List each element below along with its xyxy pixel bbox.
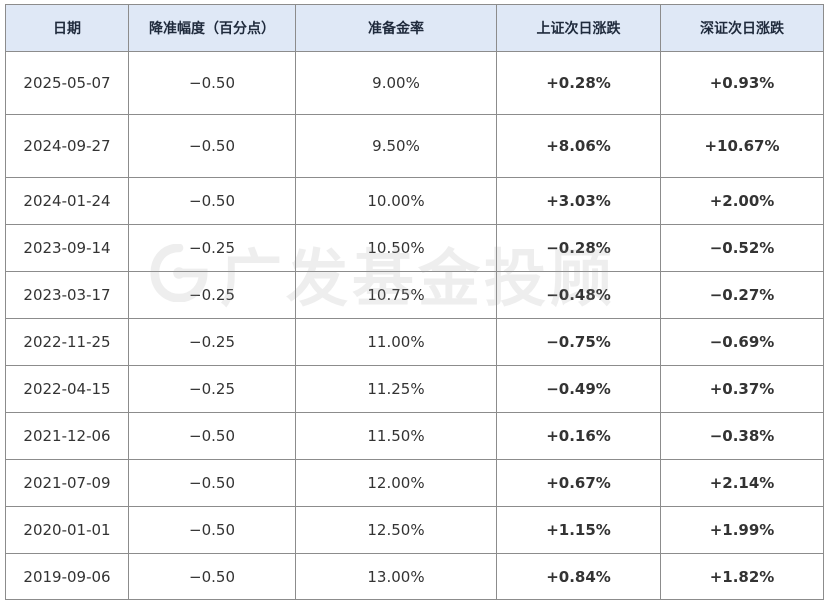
date-cell: 2021-12-06: [5, 412, 129, 460]
shanghai-change-cell: −0.49%: [496, 365, 661, 413]
table-row: 2023-03-17 −0.25 10.75% −0.48% −0.27%: [5, 271, 824, 319]
reserve-ratio-cell: 13.00%: [295, 553, 497, 600]
shanghai-change-cell: −0.75%: [496, 318, 661, 366]
reserve-ratio-cell: 9.00%: [295, 51, 497, 115]
table-header-row: 日期 降准幅度（百分点） 准备金率 上证次日涨跌 深证次日涨跌: [5, 4, 824, 52]
table-row: 2025-05-07 −0.50 9.00% +0.28% +0.93%: [5, 51, 824, 115]
reserve-ratio-cell: 11.25%: [295, 365, 497, 413]
table-row: 2022-11-25 −0.25 11.00% −0.75% −0.69%: [5, 318, 824, 366]
date-cell: 2024-09-27: [5, 114, 129, 178]
reserve-ratio-cell: 12.00%: [295, 459, 497, 507]
date-cell: 2019-09-06: [5, 553, 129, 600]
shenzhen-change-cell: +0.93%: [660, 51, 824, 115]
date-cell: 2023-09-14: [5, 224, 129, 272]
shenzhen-change-cell: −0.27%: [660, 271, 824, 319]
table-row: 2019-09-06 −0.50 13.00% +0.84% +1.82%: [5, 553, 824, 600]
reserve-ratio-cell: 11.00%: [295, 318, 497, 366]
cut-size-cell: −0.50: [128, 51, 296, 115]
table-row: 2021-07-09 −0.50 12.00% +0.67% +2.14%: [5, 459, 824, 507]
shenzhen-change-cell: +2.14%: [660, 459, 824, 507]
cut-size-cell: −0.50: [128, 412, 296, 460]
reserve-ratio-cell: 9.50%: [295, 114, 497, 178]
table-row: 2020-01-01 −0.50 12.50% +1.15% +1.99%: [5, 506, 824, 554]
date-cell: 2020-01-01: [5, 506, 129, 554]
cut-size-cell: −0.50: [128, 177, 296, 225]
cut-size-cell: −0.25: [128, 224, 296, 272]
col-header-cut-size: 降准幅度（百分点）: [128, 4, 296, 52]
shanghai-change-cell: +0.84%: [496, 553, 661, 600]
cut-size-cell: −0.50: [128, 553, 296, 600]
shenzhen-change-cell: −0.52%: [660, 224, 824, 272]
date-cell: 2022-11-25: [5, 318, 129, 366]
reserve-ratio-cell: 10.75%: [295, 271, 497, 319]
shenzhen-change-cell: +1.99%: [660, 506, 824, 554]
reserve-ratio-cell: 10.00%: [295, 177, 497, 225]
col-header-shanghai-next-day: 上证次日涨跌: [496, 4, 661, 52]
shenzhen-change-cell: +10.67%: [660, 114, 824, 178]
shenzhen-change-cell: −0.38%: [660, 412, 824, 460]
shanghai-change-cell: +0.67%: [496, 459, 661, 507]
shanghai-change-cell: +1.15%: [496, 506, 661, 554]
table-row: 2024-01-24 −0.50 10.00% +3.03% +2.00%: [5, 177, 824, 225]
col-header-shenzhen-next-day: 深证次日涨跌: [660, 4, 824, 52]
col-header-date: 日期: [5, 4, 129, 52]
cut-size-cell: −0.50: [128, 114, 296, 178]
shanghai-change-cell: −0.28%: [496, 224, 661, 272]
date-cell: 2024-01-24: [5, 177, 129, 225]
shanghai-change-cell: −0.48%: [496, 271, 661, 319]
reserve-ratio-cell: 12.50%: [295, 506, 497, 554]
cut-size-cell: −0.50: [128, 459, 296, 507]
date-cell: 2025-05-07: [5, 51, 129, 115]
reserve-ratio-cell: 11.50%: [295, 412, 497, 460]
shanghai-change-cell: +0.28%: [496, 51, 661, 115]
cut-size-cell: −0.25: [128, 365, 296, 413]
cut-size-cell: −0.25: [128, 318, 296, 366]
shanghai-change-cell: +8.06%: [496, 114, 661, 178]
cut-size-cell: −0.50: [128, 506, 296, 554]
table-row: 2024-09-27 −0.50 9.50% +8.06% +10.67%: [5, 114, 824, 178]
shenzhen-change-cell: −0.69%: [660, 318, 824, 366]
shanghai-change-cell: +0.16%: [496, 412, 661, 460]
date-cell: 2023-03-17: [5, 271, 129, 319]
table-row: 2022-04-15 −0.25 11.25% −0.49% +0.37%: [5, 365, 824, 413]
shenzhen-change-cell: +0.37%: [660, 365, 824, 413]
cut-size-cell: −0.25: [128, 271, 296, 319]
col-header-reserve-ratio: 准备金率: [295, 4, 497, 52]
table-row: 2021-12-06 −0.50 11.50% +0.16% −0.38%: [5, 412, 824, 460]
date-cell: 2022-04-15: [5, 365, 129, 413]
shenzhen-change-cell: +1.82%: [660, 553, 824, 600]
rrr-cut-table: 日期 降准幅度（百分点） 准备金率 上证次日涨跌 深证次日涨跌 2025-05-…: [5, 4, 824, 600]
shenzhen-change-cell: +2.00%: [660, 177, 824, 225]
shanghai-change-cell: +3.03%: [496, 177, 661, 225]
table-body: 2025-05-07 −0.50 9.00% +0.28% +0.93% 2024-09-…: [5, 51, 824, 600]
date-cell: 2021-07-09: [5, 459, 129, 507]
table-row: 2023-09-14 −0.25 10.50% −0.28% −0.52%: [5, 224, 824, 272]
reserve-ratio-cell: 10.50%: [295, 224, 497, 272]
